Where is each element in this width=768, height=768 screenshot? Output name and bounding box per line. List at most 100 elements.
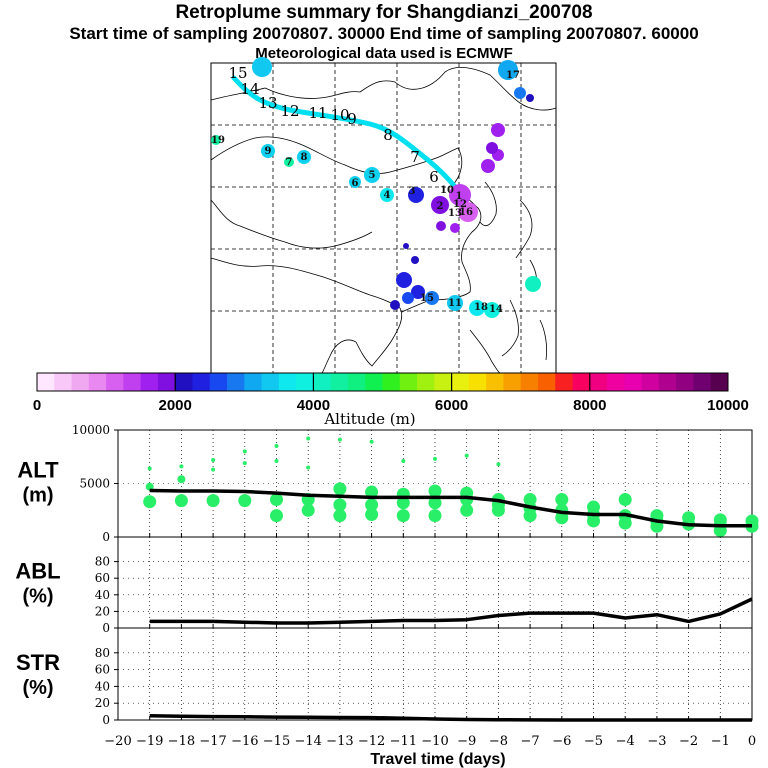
altitude-point <box>177 475 186 484</box>
colorbar-cell <box>347 373 366 391</box>
cluster-label: 17 <box>506 70 520 81</box>
altitude-colorbar: 0 2000 4000 6000 8000 10000 Altitude (m) <box>33 372 749 428</box>
altitude-point <box>145 482 154 491</box>
cluster-label: 15 <box>420 293 434 304</box>
y-tick-label: 60 <box>95 663 110 677</box>
altitude-point <box>464 453 469 458</box>
plume-cluster-marker <box>469 300 485 316</box>
plume-cluster-marker <box>425 291 439 305</box>
x-tick-label: −5 <box>584 734 603 749</box>
plume-cluster-marker <box>211 135 221 145</box>
plume-cluster-marker <box>431 196 449 214</box>
trajectory-day-label: 14 <box>240 80 259 98</box>
altitude-point <box>460 503 474 517</box>
colorbar-cell <box>54 373 72 391</box>
x-tick-label: −7 <box>521 734 540 749</box>
x-tick-label: −8 <box>489 734 508 749</box>
altitude-point <box>274 444 279 449</box>
panel-ylabel-unit: (m) <box>22 485 53 507</box>
altitude-point <box>618 516 632 530</box>
altitude-point <box>147 466 152 471</box>
colorbar-cell <box>37 373 55 391</box>
cluster-label: 10 <box>440 185 454 196</box>
plume-cluster-marker <box>436 221 446 231</box>
panel-abl: 0 20 40 60 80 ABL(%) <box>15 536 753 635</box>
x-tick-label: −14 <box>294 734 321 749</box>
altitude-point <box>143 495 157 509</box>
colorbar-cell <box>624 373 643 391</box>
panel-frame <box>117 627 753 721</box>
cluster-label: 3 <box>409 186 416 197</box>
colorbar-cell <box>399 373 418 391</box>
altitude-point <box>587 500 600 514</box>
trajectory-day-label: 15 <box>228 64 247 82</box>
plume-cluster-marker <box>297 150 311 164</box>
colorbar-cell <box>365 373 383 391</box>
x-tick-label: −16 <box>231 734 258 749</box>
colorbar-cell <box>641 373 660 391</box>
plume-cluster-marker <box>390 300 400 310</box>
colorbar-cell <box>417 373 435 391</box>
panel-ylabel: ALT <box>17 458 59 483</box>
altitude-point <box>491 503 505 517</box>
chart-title: Retroplume summary for Shangdianzi_20070… <box>175 2 593 23</box>
cluster-label: 12 <box>453 199 467 210</box>
colorbar-cell <box>537 373 556 391</box>
colorbar-cell <box>157 373 176 391</box>
altitude-point <box>428 496 442 510</box>
altitude-point <box>211 467 216 472</box>
altitude-point <box>428 509 442 523</box>
x-tick-label: −19 <box>136 734 163 749</box>
plume-cluster-marker <box>486 142 498 154</box>
colorbar-cell <box>88 373 107 391</box>
cluster-label: 7 <box>286 157 293 168</box>
plume-cluster-marker <box>380 188 394 202</box>
plume-cluster-marker <box>364 167 380 183</box>
x-tick-label: −11 <box>390 734 417 749</box>
altitude-point <box>401 459 406 464</box>
altitude-point <box>301 503 315 517</box>
colorbar-cell <box>503 373 522 391</box>
cluster-label: 9 <box>265 146 272 157</box>
trajectory-day-label: 6 <box>429 168 439 186</box>
x-tick-label: −20 <box>104 734 131 749</box>
plume-cluster-marker <box>261 144 275 158</box>
colorbar-cell <box>658 373 677 391</box>
altitude-point <box>306 436 311 441</box>
cluster-label: 18 <box>474 302 488 313</box>
y-tick-label: 40 <box>95 679 110 693</box>
altitude-point <box>242 449 247 454</box>
plume-cluster-marker <box>491 123 505 137</box>
series-line-alt <box>149 488 752 528</box>
panel-ylabel: STR <box>16 650 60 675</box>
plume-cluster-marker <box>526 94 534 102</box>
cluster-label: 2 <box>437 201 444 212</box>
altitude-point <box>365 485 379 499</box>
altitude-point <box>333 482 347 496</box>
altitude-point <box>365 498 379 512</box>
colorbar-cell <box>227 373 245 391</box>
colorbar-cell <box>140 373 159 391</box>
x-tick-label: −10 <box>421 734 448 749</box>
plume-cluster-marker <box>447 295 463 311</box>
colorbar-cell <box>710 373 729 391</box>
colorbar-cell <box>468 373 487 391</box>
plume-cluster-marker <box>525 276 541 292</box>
altitude-point <box>270 509 283 523</box>
x-tick-label: −2 <box>679 734 698 749</box>
y-tick-label: 0 <box>102 530 110 544</box>
plume-cluster-marker <box>514 87 526 99</box>
colorbar-cell <box>693 373 712 391</box>
x-axis-title: Travel time (days) <box>370 751 505 768</box>
y-tick-label: 0 <box>102 713 110 727</box>
altitude-point <box>523 509 537 523</box>
colorbar-frame <box>36 372 729 392</box>
colorbar-cell <box>175 373 193 391</box>
x-tick-label: −1 <box>711 734 730 749</box>
colorbar-tick-label: 6000 <box>435 397 468 414</box>
altitude-point <box>333 498 347 512</box>
series-line-str <box>149 714 752 722</box>
y-tick-label: 20 <box>95 696 110 710</box>
